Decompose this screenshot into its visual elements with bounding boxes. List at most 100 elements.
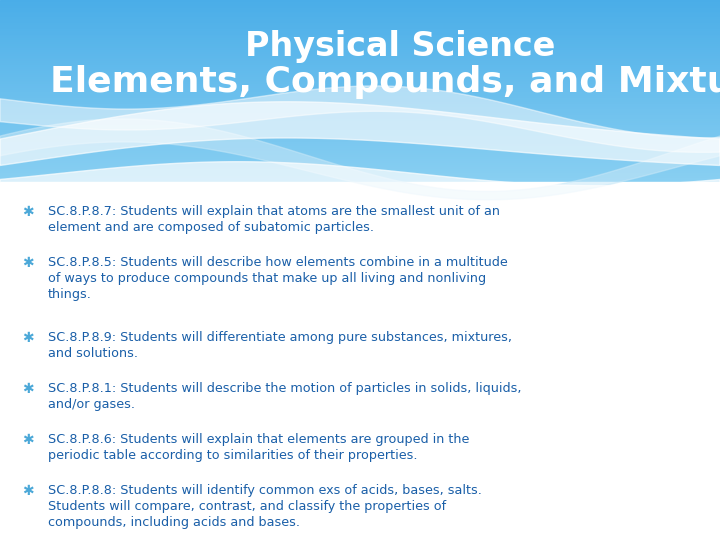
Bar — [0, 115, 720, 117]
Bar — [0, 44, 720, 46]
Bar — [0, 23, 720, 25]
Bar — [0, 136, 720, 138]
Bar — [0, 113, 720, 115]
Bar — [0, 73, 720, 75]
Bar — [0, 109, 720, 111]
Bar — [0, 129, 720, 130]
Bar — [0, 130, 720, 132]
Bar — [0, 59, 720, 62]
Bar — [0, 105, 720, 107]
Bar — [0, 150, 720, 151]
Bar — [0, 180, 720, 182]
Bar — [0, 117, 720, 119]
Bar — [0, 57, 720, 59]
Bar — [0, 165, 720, 167]
Bar — [0, 157, 720, 159]
Bar — [0, 62, 720, 63]
Bar — [0, 46, 720, 48]
Text: ✱: ✱ — [22, 433, 34, 447]
Bar — [0, 80, 720, 83]
Text: ✱: ✱ — [22, 256, 34, 270]
Bar — [0, 156, 720, 157]
Bar — [0, 98, 720, 100]
Bar — [0, 140, 720, 142]
Bar — [0, 146, 720, 147]
Bar — [0, 86, 720, 88]
Bar — [0, 184, 720, 186]
Text: SC.8.P.8.8: Students will identify common exs of acids, bases, salts.
Students w: SC.8.P.8.8: Students will identify commo… — [48, 484, 482, 529]
Bar — [0, 65, 720, 67]
Bar — [0, 35, 720, 36]
Bar — [0, 32, 720, 35]
Bar — [0, 134, 720, 136]
Bar — [0, 38, 720, 40]
Bar — [0, 119, 720, 121]
Bar — [0, 21, 720, 23]
Bar — [0, 52, 720, 53]
Bar — [0, 36, 720, 38]
Text: SC.8.P.8.5: Students will describe how elements combine in a multitude
of ways t: SC.8.P.8.5: Students will describe how e… — [48, 256, 508, 301]
Bar — [0, 71, 720, 73]
Bar — [0, 147, 720, 150]
Bar — [0, 186, 720, 188]
Bar — [0, 151, 720, 153]
Bar — [0, 102, 720, 104]
Bar — [0, 77, 720, 79]
Bar — [0, 178, 720, 180]
Bar — [0, 172, 720, 174]
Bar — [0, 174, 720, 177]
Bar — [0, 177, 720, 178]
Bar — [0, 161, 720, 163]
Text: Physical Science: Physical Science — [245, 30, 555, 63]
Bar — [0, 125, 720, 126]
Text: ✱: ✱ — [22, 205, 34, 219]
Text: ✱: ✱ — [22, 382, 34, 396]
Text: ✱: ✱ — [22, 484, 34, 498]
Bar — [0, 167, 720, 168]
Bar — [0, 56, 720, 57]
Bar — [0, 123, 720, 125]
Text: SC.8.P.8.9: Students will differentiate among pure substances, mixtures,
and sol: SC.8.P.8.9: Students will differentiate … — [48, 331, 512, 360]
Bar — [0, 142, 720, 144]
Bar — [0, 63, 720, 65]
Bar — [0, 19, 720, 21]
Bar — [0, 75, 720, 77]
Bar — [0, 15, 720, 17]
Bar — [0, 126, 720, 129]
Bar — [0, 53, 720, 56]
Bar — [0, 31, 720, 32]
Bar — [0, 29, 720, 31]
Bar — [0, 10, 720, 11]
Bar — [0, 2, 720, 4]
Bar — [0, 121, 720, 123]
Bar — [0, 4, 720, 6]
Bar — [0, 100, 720, 102]
Bar — [0, 67, 720, 69]
Bar — [0, 88, 720, 90]
Bar — [0, 25, 720, 27]
Bar — [0, 90, 720, 92]
Bar — [0, 190, 720, 192]
Bar — [0, 132, 720, 134]
Bar — [0, 171, 720, 172]
Bar — [0, 111, 720, 113]
Bar — [0, 163, 720, 165]
Text: SC.8.P.8.7: Students will explain that atoms are the smallest unit of an
element: SC.8.P.8.7: Students will explain that a… — [48, 205, 500, 234]
Bar — [0, 17, 720, 19]
Bar — [0, 6, 720, 8]
Bar — [0, 8, 720, 10]
Bar — [0, 144, 720, 146]
Bar — [0, 48, 720, 50]
Bar — [0, 14, 720, 15]
Bar — [0, 84, 720, 86]
Bar — [0, 181, 720, 540]
Bar — [0, 182, 720, 184]
Text: SC.8.P.8.1: Students will describe the motion of particles in solids, liquids,
a: SC.8.P.8.1: Students will describe the m… — [48, 382, 521, 411]
Text: SC.8.P.8.6: Students will explain that elements are grouped in the
periodic tabl: SC.8.P.8.6: Students will explain that e… — [48, 433, 469, 462]
Bar — [0, 0, 720, 2]
Bar — [0, 138, 720, 140]
Bar — [0, 69, 720, 71]
Bar — [0, 83, 720, 84]
Bar — [0, 50, 720, 52]
Text: ✱: ✱ — [22, 331, 34, 345]
